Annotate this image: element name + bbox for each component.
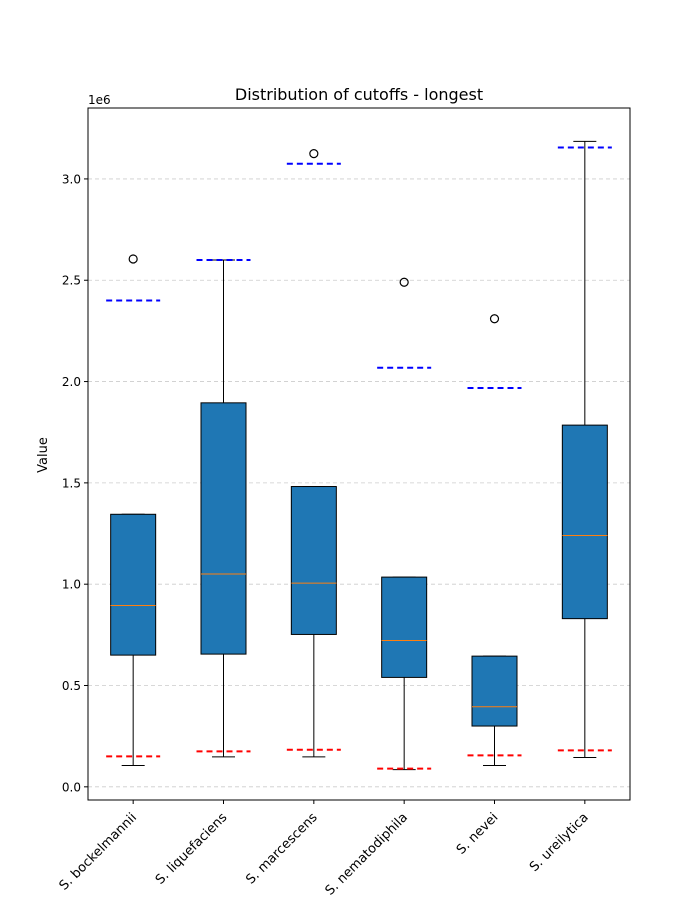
outlier-point: [128, 254, 138, 264]
plot-area-frame: [87, 107, 631, 801]
box-iqr: [200, 402, 247, 655]
x-tick-label: S. ureilytica: [527, 810, 592, 875]
x-tick-label: S. marcescens: [243, 810, 320, 887]
y-tick-label: 2.5: [62, 274, 81, 288]
box-iqr: [110, 513, 157, 656]
box-iqr: [561, 424, 608, 620]
x-axis-ticks: S. bockelmannii S. liquefaciens S. marcesc…: [57, 800, 592, 899]
grid-lines: [88, 178, 630, 788]
outlier-point: [309, 148, 319, 159]
y-tick-label: 0.0: [62, 780, 81, 794]
y-axis-ticks: 0.0 0.5 1.0 1.5 2.0 2.5 3.0: [62, 172, 88, 794]
y-axis-label: Value: [36, 437, 51, 473]
x-tick-label: S. nevei: [454, 810, 501, 857]
outlier-point: [489, 314, 500, 324]
y-tick-label: 1.5: [62, 476, 81, 490]
y-tick-label: 0.5: [62, 679, 81, 693]
box-iqr: [381, 576, 428, 678]
y-axis-offset-label: 1e6: [88, 93, 111, 107]
chart-title: Distribution of cutoffs - longest: [235, 85, 483, 104]
y-tick-label: 2.0: [62, 375, 81, 389]
box-iqr: [290, 486, 337, 635]
x-tick-label: S. nematodiphila: [323, 810, 411, 898]
y-tick-label: 1.0: [62, 578, 81, 592]
y-tick-label: 3.0: [62, 172, 81, 186]
x-tick-label: S. liquefaciens: [153, 810, 231, 888]
x-tick-label: S. bockelmannii: [57, 810, 140, 893]
box-iqr: [471, 655, 518, 727]
outlier-point: [399, 277, 409, 287]
box-series: [110, 140, 608, 771]
reference-lines: [106, 146, 612, 770]
